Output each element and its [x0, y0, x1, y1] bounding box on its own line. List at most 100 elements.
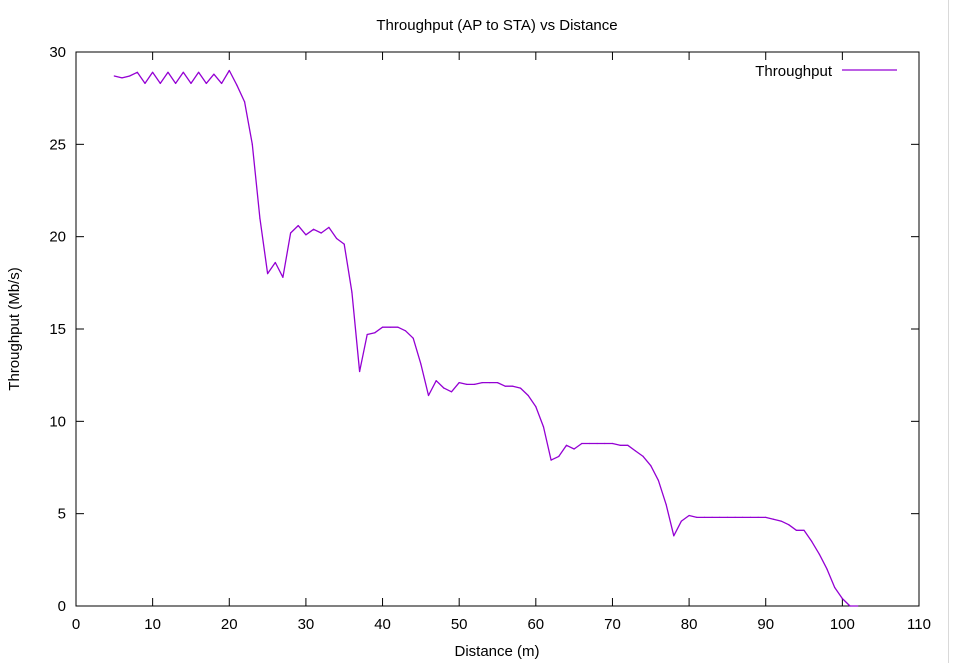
- data-point: [420, 363, 422, 365]
- data-point: [458, 382, 460, 384]
- data-point: [159, 82, 161, 84]
- y-tick-label: 20: [49, 229, 66, 246]
- y-tick-label: 25: [49, 136, 66, 153]
- data-point: [389, 326, 391, 328]
- data-point: [581, 442, 583, 445]
- data-point: [688, 514, 690, 517]
- data-point: [305, 234, 307, 236]
- data-point: [205, 82, 207, 84]
- x-tick-label: 50: [451, 616, 468, 633]
- data-point: [113, 75, 115, 77]
- data-point: [788, 524, 790, 526]
- y-tick-label: 30: [49, 44, 66, 61]
- x-tick-label: 90: [757, 616, 774, 633]
- data-point: [742, 516, 744, 519]
- data-point: [550, 459, 552, 461]
- data-point: [435, 380, 437, 382]
- data-point: [834, 586, 836, 589]
- data-point: [772, 518, 775, 520]
- data-point: [297, 225, 299, 227]
- data-point: [650, 465, 652, 467]
- data-point: [313, 228, 315, 230]
- x-axis-label: Distance (m): [454, 643, 539, 660]
- data-point: [818, 553, 821, 555]
- data-point: [726, 516, 729, 519]
- data-point: [481, 382, 483, 384]
- data-point: [381, 326, 384, 328]
- data-point: [803, 529, 805, 531]
- data-point: [236, 84, 238, 86]
- data-point: [588, 442, 591, 445]
- y-tick-label: 5: [58, 506, 66, 523]
- data-point: [673, 535, 675, 537]
- legend-label: Throughput: [755, 63, 833, 80]
- data-point: [711, 516, 713, 519]
- data-point: [466, 383, 468, 385]
- data-point: [144, 82, 146, 84]
- data-point: [512, 385, 514, 387]
- series-line-throughput: [114, 69, 858, 607]
- y-axis-label: Throughput (Mb/s): [6, 267, 23, 390]
- data-point: [680, 520, 683, 522]
- data-point: [198, 71, 200, 73]
- data-point: [619, 444, 621, 446]
- data-point: [504, 385, 506, 387]
- data-point: [489, 382, 491, 384]
- y-tick-label: 0: [58, 598, 66, 615]
- data-point: [665, 503, 667, 505]
- x-axis: 0 10 20 30 40 50 60 70 80 90 100 110: [72, 52, 931, 633]
- data-point: [374, 332, 376, 334]
- data-point: [244, 101, 246, 103]
- data-point: [657, 479, 660, 481]
- series-layer: [113, 69, 859, 607]
- data-point: [849, 605, 851, 607]
- data-point: [351, 291, 353, 293]
- data-point: [604, 442, 606, 445]
- data-point: [404, 330, 407, 332]
- data-point: [703, 516, 706, 519]
- data-point: [282, 276, 284, 278]
- data-point: [366, 333, 368, 336]
- data-point: [542, 426, 545, 428]
- data-point: [228, 69, 230, 72]
- window-edge: [948, 0, 949, 663]
- data-point: [627, 444, 629, 446]
- data-point: [780, 520, 782, 522]
- data-point: [611, 442, 614, 445]
- data-point: [841, 598, 844, 600]
- chart-title: Throughput (AP to STA) vs Distance: [376, 17, 617, 34]
- data-point: [634, 450, 637, 452]
- data-point: [328, 226, 330, 228]
- data-point: [167, 71, 169, 73]
- data-point: [343, 243, 345, 245]
- data-point: [558, 455, 560, 457]
- data-point: [267, 273, 269, 275]
- data-point: [765, 516, 767, 519]
- data-point: [412, 337, 414, 339]
- y-tick-label: 15: [49, 321, 66, 338]
- x-tick-label: 30: [298, 616, 315, 633]
- y-tick-label: 10: [49, 413, 66, 430]
- x-tick-label: 60: [527, 616, 544, 633]
- data-point: [251, 143, 253, 145]
- data-point: [427, 394, 430, 397]
- x-tick-label: 80: [681, 616, 698, 633]
- plot-frame: [75, 51, 920, 607]
- data-point: [274, 261, 276, 264]
- data-point: [826, 568, 828, 570]
- data-point: [259, 217, 261, 219]
- data-point: [527, 394, 529, 397]
- data-point: [719, 516, 721, 519]
- data-point: [443, 387, 445, 389]
- data-point: [811, 540, 813, 543]
- data-point: [565, 444, 568, 446]
- y-axis: 0 5 10 15 20 25 30: [49, 44, 919, 615]
- data-point: [535, 406, 537, 408]
- data-point: [734, 516, 736, 519]
- legend: Throughput: [755, 63, 897, 80]
- data-point: [359, 370, 361, 373]
- x-tick-label: 10: [144, 616, 161, 633]
- data-point: [290, 232, 292, 234]
- data-point: [397, 326, 399, 328]
